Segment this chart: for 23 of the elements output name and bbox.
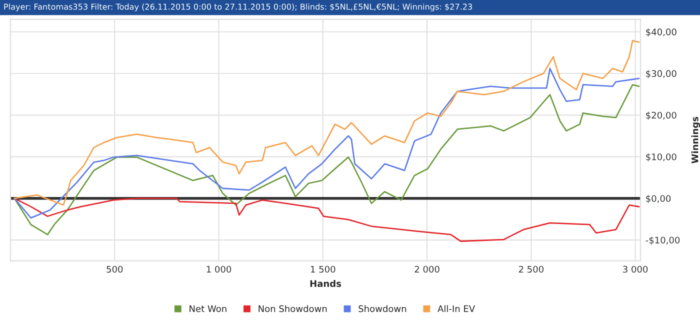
chart-title: Player: Fantomas353 Filter: Today (26.11.2015 0:00 to 27.11.2015 0:00); Blinds: $5NL,£5NL,€5NL; Winnings: $27.23 — [4, 4, 472, 12]
line-series — [14, 68, 640, 219]
x-tick-label: 500 — [106, 266, 123, 273]
line-series — [14, 198, 640, 242]
x-tick-label: 1 000 — [206, 266, 232, 273]
y-tick-label: $10,00 — [646, 153, 676, 162]
x-tick-label: 2 000 — [414, 266, 440, 273]
y-axis-title: Winnings — [691, 116, 700, 164]
legend-label: Showdown — [358, 305, 406, 312]
y-tick-label: -$10,00 — [646, 236, 680, 245]
x-tick-label: 3 000 — [623, 266, 648, 273]
y-tick-label: $0,00 — [646, 194, 671, 204]
legend-label: All-In EV — [438, 305, 476, 312]
y-tick-label: $30,00 — [646, 70, 676, 78]
x-tick-label: 1 500 — [310, 266, 336, 273]
x-axis-title: Hands — [310, 280, 342, 287]
legend-label: Non Showdown — [258, 305, 327, 312]
line-series — [14, 40, 640, 206]
y-tick-label: $40,00 — [646, 28, 676, 37]
y-tick-label: $20,00 — [646, 112, 676, 120]
legend-label: Net Won — [190, 305, 226, 312]
line-series — [14, 84, 640, 236]
x-tick-label: 2 500 — [518, 266, 544, 273]
